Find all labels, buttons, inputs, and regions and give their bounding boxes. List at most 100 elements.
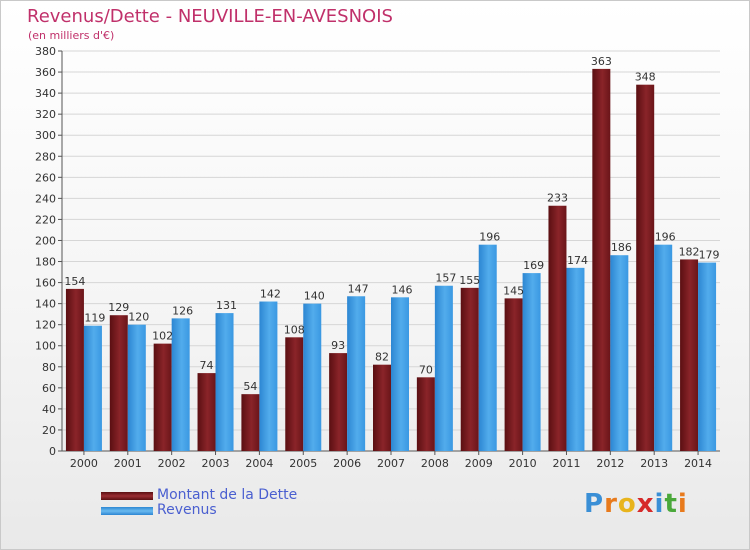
data-label-revenue: 196 <box>655 231 676 244</box>
x-tick-label: 2013 <box>640 457 668 470</box>
bar-revenue <box>127 324 146 451</box>
y-tick-label: 40 <box>42 403 56 416</box>
logo-letter: x <box>636 489 655 519</box>
bar-revenue <box>610 255 629 451</box>
data-label-revenue: 119 <box>84 312 105 325</box>
y-tick-label: 180 <box>35 256 56 269</box>
data-label-debt: 70 <box>419 363 433 376</box>
y-tick-label: 220 <box>35 213 56 226</box>
x-tick-label: 2003 <box>202 457 230 470</box>
y-tick-label: 320 <box>35 108 56 121</box>
data-label-debt: 93 <box>331 339 345 352</box>
bar-revenue <box>391 297 409 451</box>
bar-debt <box>548 205 567 451</box>
data-label-debt: 182 <box>679 245 700 258</box>
bar-debt <box>592 68 611 451</box>
y-tick-label: 0 <box>49 445 56 458</box>
data-label-revenue: 157 <box>435 272 456 285</box>
data-label-revenue: 131 <box>216 299 237 312</box>
y-tick-label: 260 <box>35 171 56 184</box>
data-label-debt: 54 <box>243 380 257 393</box>
y-tick-label: 160 <box>35 277 56 290</box>
data-label-debt: 102 <box>152 330 173 343</box>
data-label-revenue: 146 <box>392 283 413 296</box>
y-tick-label: 240 <box>35 192 56 205</box>
y-tick-label: 380 <box>35 45 56 58</box>
x-tick-label: 2002 <box>158 457 186 470</box>
bar-debt <box>329 353 348 451</box>
bar-debt <box>241 394 260 451</box>
legend-swatch-debt <box>101 492 153 500</box>
legend-label-debt: Montant de la Dette <box>157 487 298 503</box>
bar-revenue <box>83 325 102 451</box>
y-tick-label: 140 <box>35 298 56 311</box>
bars <box>65 68 717 452</box>
chart-subtitle: (en milliers d'€) <box>28 29 115 42</box>
data-label-revenue: 140 <box>304 290 325 303</box>
data-label-debt: 154 <box>64 275 85 288</box>
data-label-debt: 233 <box>547 192 568 205</box>
y-tick-label: 280 <box>35 150 56 163</box>
proxiti-logo: Proxiti <box>584 489 688 519</box>
data-label-debt: 145 <box>503 284 524 297</box>
x-tick-label: 2006 <box>333 457 361 470</box>
bar-revenue <box>259 301 278 451</box>
data-label-debt: 82 <box>375 351 389 364</box>
data-label-revenue: 147 <box>348 282 369 295</box>
data-label-debt: 155 <box>459 274 480 287</box>
bar-debt <box>373 364 391 451</box>
bar-revenue <box>434 285 453 451</box>
x-tick-label: 2000 <box>70 457 98 470</box>
bar-debt <box>504 298 523 451</box>
y-tick-label: 360 <box>35 66 56 79</box>
data-label-revenue: 179 <box>699 249 720 262</box>
bar-revenue <box>215 313 234 451</box>
x-tick-label: 2009 <box>465 457 493 470</box>
logo-letter: P <box>584 489 605 519</box>
y-tick-label: 100 <box>35 340 56 353</box>
x-tick-label: 2004 <box>245 457 273 470</box>
x-tick-label: 2005 <box>289 457 317 470</box>
y-tick-label: 200 <box>35 234 56 247</box>
y-tick-label: 80 <box>42 361 56 374</box>
x-tick-label: 2007 <box>377 457 405 470</box>
y-tick-label: 120 <box>35 319 56 332</box>
data-label-revenue: 142 <box>260 288 281 301</box>
data-label-revenue: 126 <box>172 304 193 317</box>
logo-letter: i <box>677 489 688 519</box>
data-label-revenue: 174 <box>567 254 588 267</box>
x-tick-label: 2011 <box>552 457 580 470</box>
bar-revenue <box>698 262 717 451</box>
data-label-revenue: 169 <box>523 259 544 272</box>
bar-debt <box>65 288 84 451</box>
bar-debt <box>285 337 304 451</box>
bar-revenue <box>654 244 673 451</box>
data-label-debt: 348 <box>635 71 656 84</box>
bar-revenue <box>171 318 190 451</box>
y-tick-label: 20 <box>42 424 56 437</box>
y-tick-label: 300 <box>35 129 56 142</box>
bar-debt <box>416 377 435 451</box>
data-label-debt: 129 <box>108 301 129 314</box>
data-label-debt: 108 <box>284 323 305 336</box>
bar-revenue <box>478 244 497 451</box>
x-tick-label: 2001 <box>114 457 142 470</box>
chart-title: Revenus/Dette - NEUVILLE-EN-AVESNOIS <box>27 6 393 27</box>
data-label-revenue: 120 <box>128 311 149 324</box>
data-label-debt: 74 <box>200 359 214 372</box>
bar-debt <box>636 84 655 452</box>
bar-debt <box>680 259 699 451</box>
data-label-debt: 363 <box>591 55 612 68</box>
logo-letter: r <box>604 489 618 519</box>
bar-revenue <box>347 296 366 451</box>
logo-letter: o <box>617 489 637 519</box>
y-tick-label: 340 <box>35 87 56 100</box>
bar-revenue <box>303 303 322 451</box>
bar-debt <box>460 287 479 451</box>
y-tick-label: 60 <box>42 382 56 395</box>
logo-letter: t <box>664 489 678 519</box>
logo-letter: i <box>654 489 665 519</box>
